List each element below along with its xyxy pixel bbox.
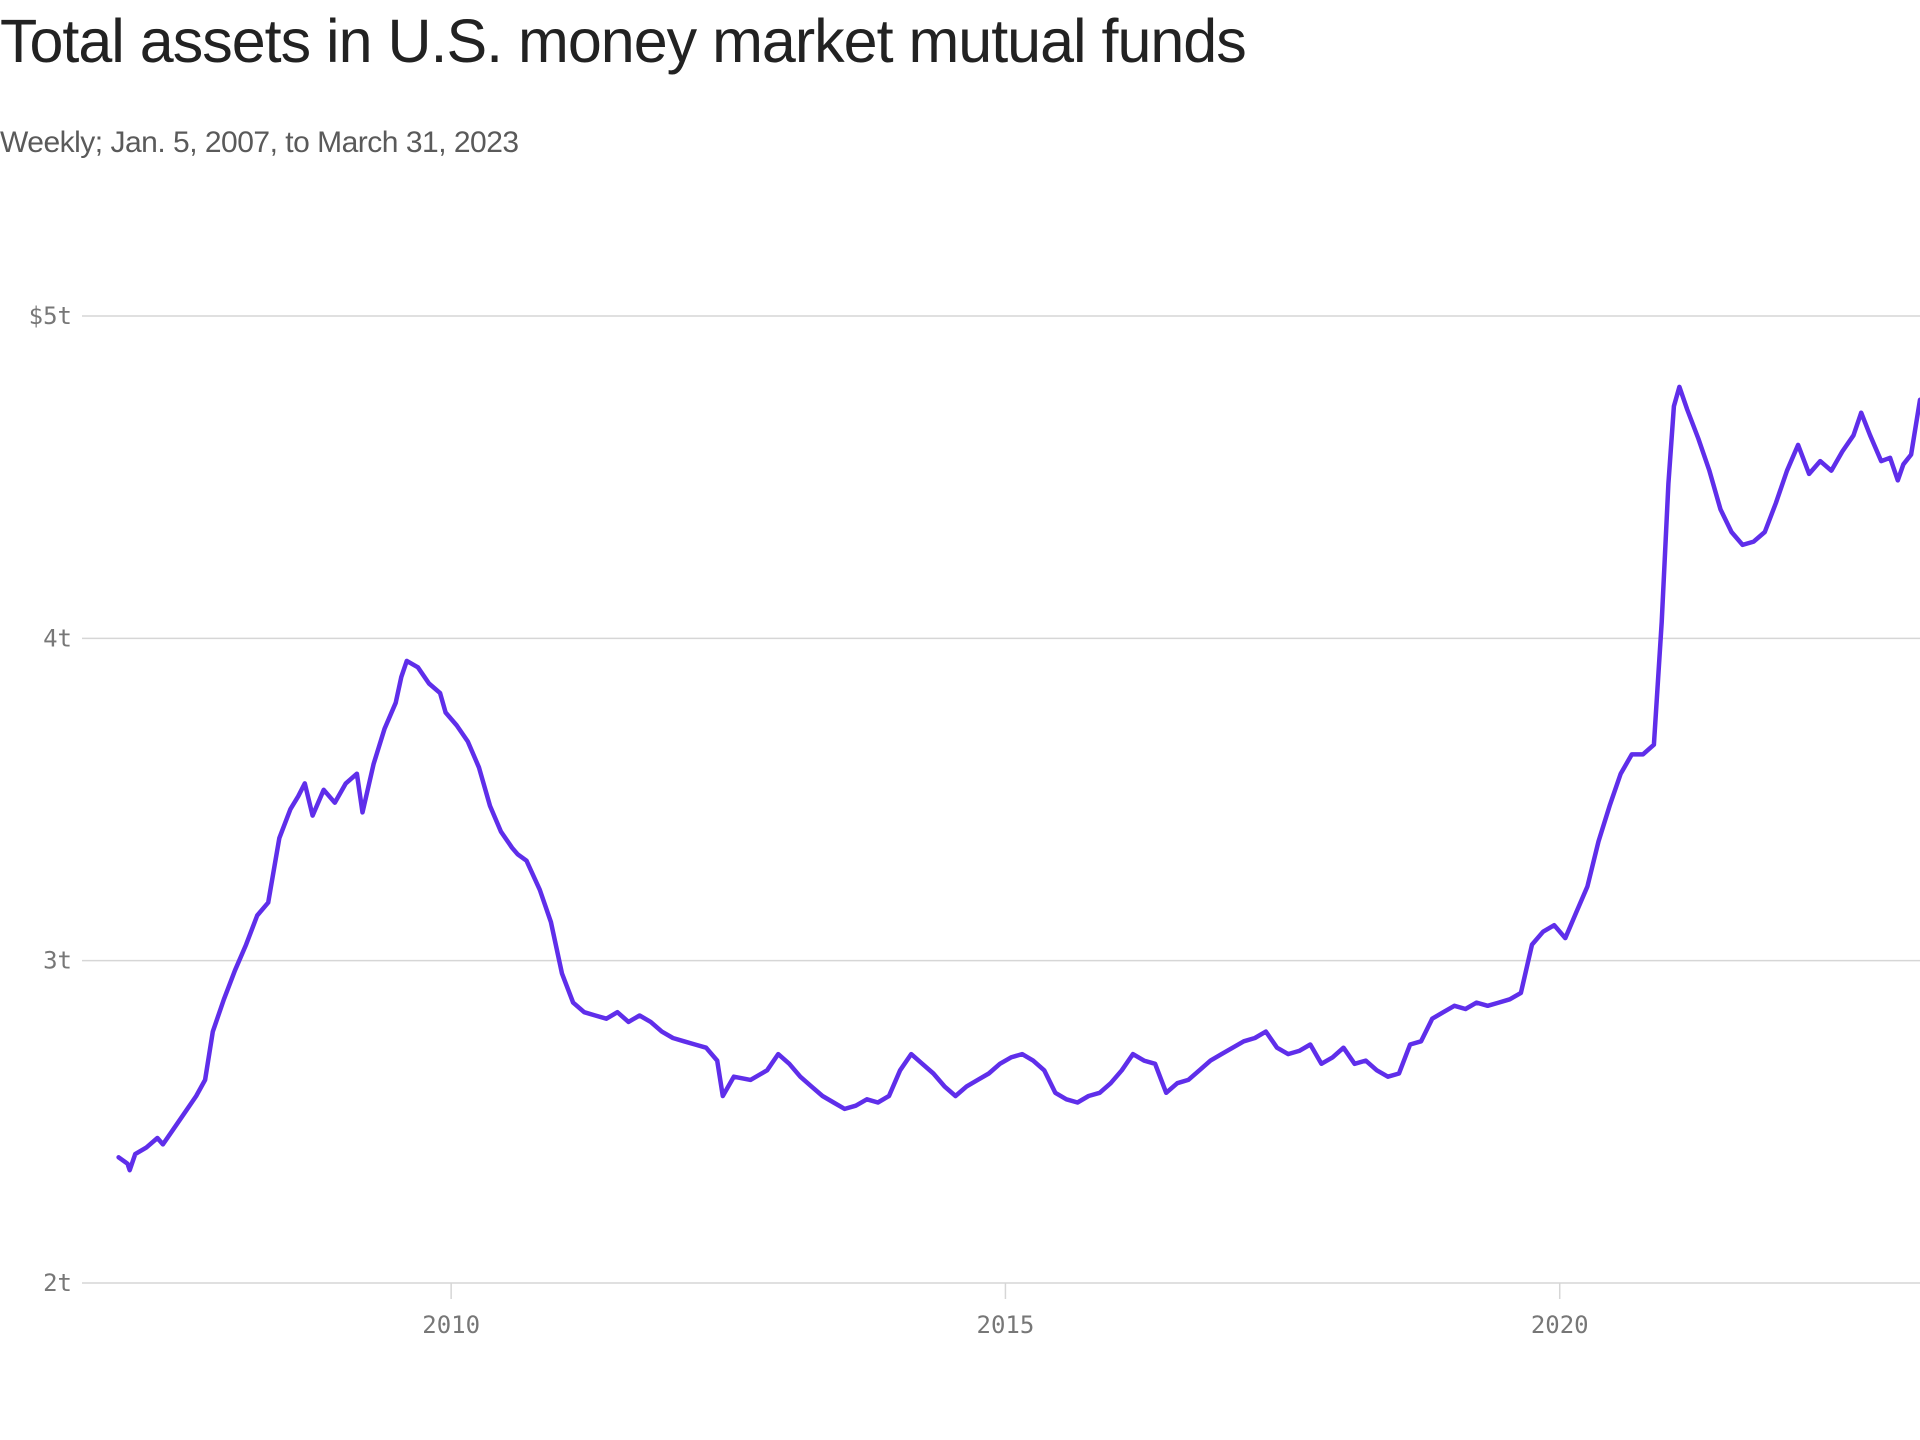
y-tick-label: $5t [29, 302, 72, 330]
x-tick-label: 2010 [422, 1311, 480, 1339]
x-tick-label: 2020 [1531, 1311, 1589, 1339]
y-tick-label: 4t [43, 624, 72, 652]
series-line [116, 384, 1920, 1173]
y-tick-label: 2t [43, 1269, 72, 1297]
chart-subtitle: Weekly; Jan. 5, 2007, to March 31, 2023 [0, 126, 519, 159]
chart-title: Total assets in U.S. money market mutual… [0, 7, 1247, 75]
x-tick-label: 2015 [977, 1311, 1035, 1339]
gridlines [82, 315, 1920, 1284]
series-layer [116, 384, 1920, 1173]
x-axis: 2010 2015 2020 [422, 1283, 1589, 1339]
y-tick-label: 3t [43, 947, 72, 975]
y-axis: $5t 4t 3t 2t [29, 302, 72, 1297]
